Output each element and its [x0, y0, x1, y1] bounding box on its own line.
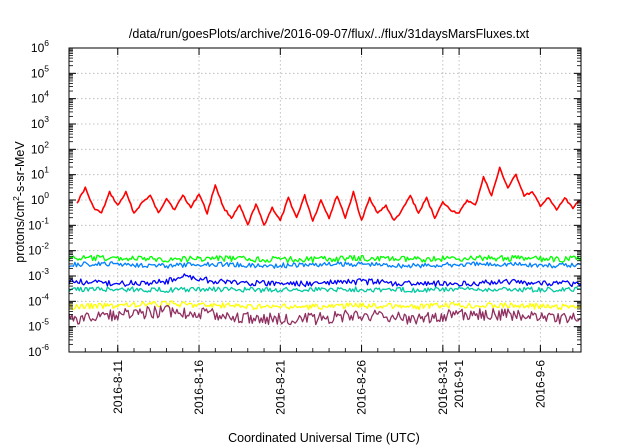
y-tick-label-base: 10 [31, 117, 45, 131]
series-line-5 [68, 286, 582, 294]
y-axis-label-sup: 2 [11, 196, 21, 201]
y-tick-label-base: 10 [28, 345, 42, 359]
y-tick-label-exp: 4 [44, 89, 49, 99]
x-tick-label: 2016-8-11 [111, 360, 125, 414]
y-tick-label: 10-5 [28, 317, 49, 334]
y-tick-label-base: 10 [28, 320, 42, 334]
y-tick-label-exp: 1 [44, 165, 49, 175]
y-tick-label-exp: 6 [44, 38, 49, 48]
y-tick-label-exp: 3 [44, 114, 49, 124]
x-tick-label: 2016-8-26 [355, 360, 369, 415]
y-tick-label-exp: -6 [41, 342, 49, 352]
y-tick-label: 10-6 [28, 342, 49, 359]
grid [69, 48, 581, 352]
y-tick-label-base: 10 [31, 66, 45, 80]
y-tick-label-exp: -3 [41, 266, 49, 276]
y-tick-label-base: 10 [31, 41, 45, 55]
y-tick-label-base: 10 [28, 244, 42, 258]
x-tick-labels: 2016-8-11 2016-8-16 2016-8-21 2016-8-26 2016… [111, 360, 548, 415]
y-tick-label: 10-1 [28, 215, 49, 232]
y-tick-label-exp: -1 [41, 215, 49, 225]
series-line-4 [68, 273, 582, 288]
y-tick-label: 10-3 [28, 266, 49, 283]
series-line-7 [68, 305, 582, 326]
y-tick-label-exp: 5 [44, 63, 49, 73]
series-line-2 [68, 254, 582, 264]
series-line-3 [68, 261, 582, 269]
y-tick-label-base: 10 [31, 142, 45, 156]
chart-title: /data/run/goesPlots/archive/2016-09-07/f… [129, 27, 530, 41]
y-tick-label-base: 10 [28, 269, 42, 283]
y-axis-label-prefix: protons/cm [13, 201, 27, 263]
series-line-6 [68, 300, 582, 311]
y-tick-label: 100 [31, 190, 49, 207]
y-tick-label-exp: 2 [44, 139, 49, 149]
y-tick-label-exp: -5 [41, 317, 49, 327]
y-tick-label: 105 [31, 63, 49, 80]
y-tick-label-exp: 0 [44, 190, 49, 200]
tick-marks [68, 47, 581, 353]
y-tick-label: 103 [31, 114, 49, 131]
x-tick-label: 2016-9-1 [452, 360, 466, 408]
x-tick-label: 2016-8-16 [192, 360, 206, 415]
y-tick-labels: 10-610-510-410-310-210-11001011021031041… [28, 38, 49, 359]
y-tick-label-base: 10 [31, 193, 45, 207]
x-tick-label: 2016-8-31 [436, 360, 450, 415]
y-tick-label-exp: -4 [41, 291, 49, 301]
y-tick-label: 102 [31, 139, 49, 156]
x-axis-label: Coordinated Universal Time (UTC) [228, 431, 420, 445]
y-tick-label: 106 [31, 38, 49, 55]
y-tick-label: 101 [31, 165, 49, 182]
y-tick-label: 10-4 [28, 291, 49, 308]
y-tick-label-base: 10 [28, 218, 42, 232]
series-layer [68, 166, 582, 326]
y-tick-label: 104 [31, 89, 49, 106]
y-tick-label-base: 10 [28, 294, 42, 308]
y-axis-label-suffix: -s-sr-MeV [13, 141, 27, 197]
y-tick-label-base: 10 [31, 168, 45, 182]
x-tick-label: 2016-9-6 [533, 360, 547, 408]
y-tick-label-exp: -2 [41, 241, 49, 251]
y-axis-label: protons/cm2-s-sr-MeV [11, 141, 27, 263]
y-tick-label-base: 10 [31, 92, 45, 106]
series-line-1 [76, 166, 582, 226]
y-tick-label: 10-2 [28, 241, 49, 258]
x-tick-label: 2016-8-21 [273, 360, 287, 415]
